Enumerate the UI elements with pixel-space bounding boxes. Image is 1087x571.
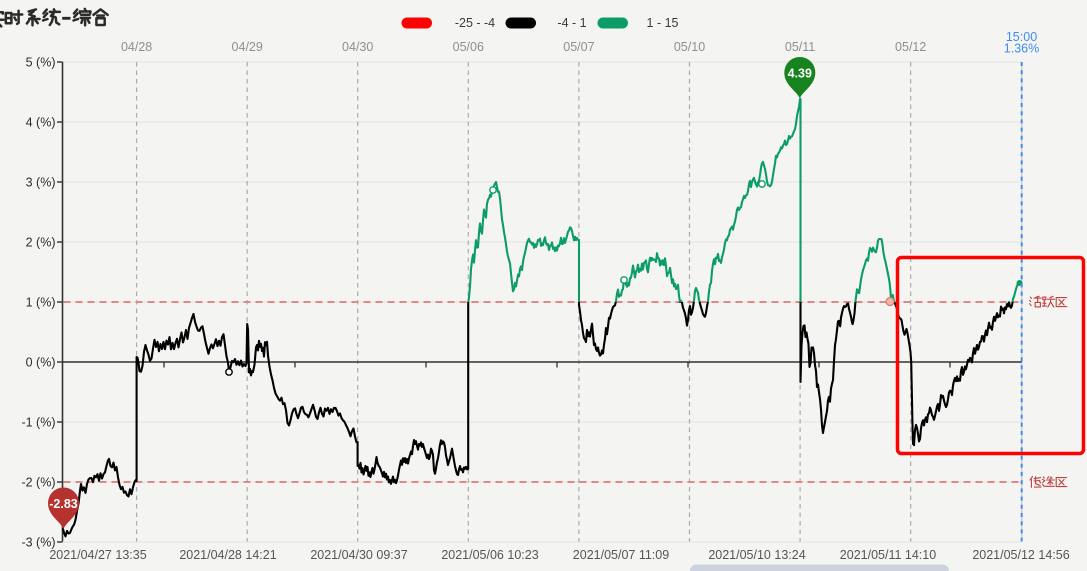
svg-text:-1 (%): -1 (%) <box>21 416 55 430</box>
svg-text:-2.83: -2.83 <box>49 497 78 511</box>
svg-text:04/29: 04/29 <box>232 40 263 54</box>
svg-text:05/10: 05/10 <box>674 40 705 54</box>
svg-text:04/30: 04/30 <box>342 40 373 54</box>
svg-text:4 (%): 4 (%) <box>26 116 56 130</box>
svg-text:2021/05/10 13:24: 2021/05/10 13:24 <box>708 548 805 562</box>
svg-text:-2 (%): -2 (%) <box>21 476 55 490</box>
svg-text:05/12: 05/12 <box>895 40 926 54</box>
svg-text:0 (%): 0 (%) <box>26 356 56 370</box>
svg-text:5 (%): 5 (%) <box>26 56 56 70</box>
svg-text:1 (%): 1 (%) <box>26 296 56 310</box>
svg-text:2021/05/06 10:23: 2021/05/06 10:23 <box>441 548 538 562</box>
svg-text:-4 - 1: -4 - 1 <box>557 16 586 30</box>
svg-text:2021/05/12 14:56: 2021/05/12 14:56 <box>972 548 1069 562</box>
svg-text:2021/04/30 09:37: 2021/04/30 09:37 <box>310 548 407 562</box>
svg-text:2021/04/27 13:35: 2021/04/27 13:35 <box>49 548 146 562</box>
svg-text:1 - 15: 1 - 15 <box>647 16 679 30</box>
svg-text:05/07: 05/07 <box>563 40 594 54</box>
svg-text:2021/04/28 14:21: 2021/04/28 14:21 <box>179 548 276 562</box>
svg-text:-25 - -4: -25 - -4 <box>455 16 495 30</box>
svg-text:2021/05/07 11:09: 2021/05/07 11:09 <box>573 548 669 562</box>
svg-text:05/06: 05/06 <box>453 40 484 54</box>
svg-text:2 (%): 2 (%) <box>26 236 56 250</box>
svg-text:4.39: 4.39 <box>788 67 812 81</box>
svg-text:05/11: 05/11 <box>785 40 815 54</box>
svg-text:2021/05/11 14:10: 2021/05/11 14:10 <box>840 548 936 562</box>
svg-text:15:00: 15:00 <box>1006 30 1037 44</box>
svg-text:1.36%: 1.36% <box>1004 42 1039 56</box>
svg-text:-3 (%): -3 (%) <box>21 536 55 550</box>
svg-text:3 (%): 3 (%) <box>26 176 56 190</box>
svg-text:04/28: 04/28 <box>121 40 152 54</box>
